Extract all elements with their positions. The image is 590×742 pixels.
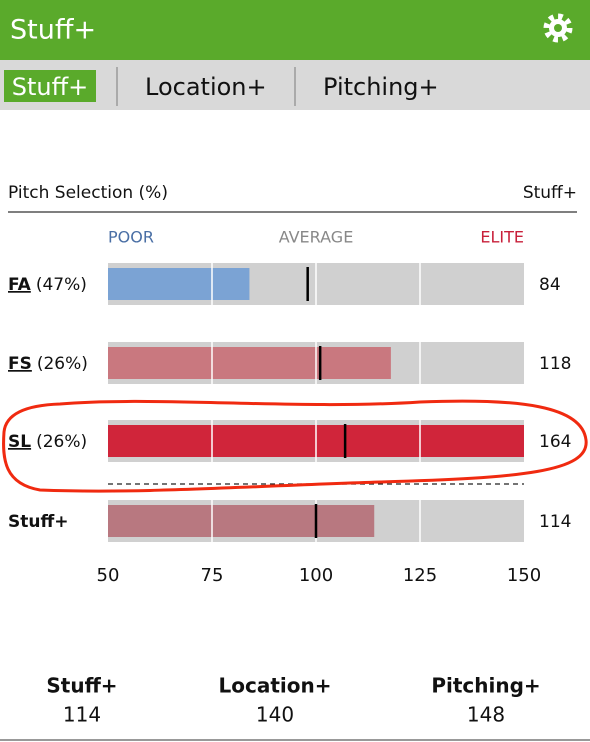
x-tick-label: 125	[403, 565, 437, 586]
tab[interactable]: Location+	[145, 73, 267, 101]
value-label: 84	[539, 275, 561, 295]
summary-label: Location+	[219, 674, 332, 698]
row-label: FA	[8, 275, 32, 295]
value-label: 118	[539, 354, 571, 374]
scale-label: ELITE	[480, 228, 524, 247]
usage-label: (47%)	[36, 275, 87, 295]
row-label: SL	[8, 432, 31, 452]
summary-value: 114	[63, 703, 101, 727]
x-tick-label: 75	[201, 565, 224, 586]
column-header: Stuff+	[523, 183, 577, 203]
x-tick-label: 50	[97, 565, 120, 586]
summary-label: Stuff+	[46, 674, 117, 698]
x-tick-label: 100	[299, 565, 333, 586]
value-label: 114	[539, 512, 571, 532]
usage-label: (26%)	[37, 354, 88, 374]
app-bar	[0, 0, 590, 60]
summary-value: 140	[256, 703, 294, 727]
highlight-annotation	[2, 399, 588, 493]
app-title: Stuff+	[10, 15, 96, 46]
tab[interactable]: Stuff+	[12, 73, 89, 101]
bar	[108, 268, 250, 300]
scale-label: AVERAGE	[279, 228, 354, 247]
usage-label: (26%)	[36, 432, 87, 452]
tab[interactable]: Pitching+	[323, 73, 439, 101]
settings-icon[interactable]	[543, 13, 573, 43]
value-label: 164	[539, 432, 571, 452]
bar	[108, 505, 375, 537]
tab-selected	[4, 70, 96, 102]
summary-value: 148	[467, 703, 505, 727]
row-label: Stuff+	[8, 512, 69, 532]
row-label: FS	[8, 354, 32, 374]
x-tick-label: 150	[507, 565, 541, 586]
column-header: Pitch Selection (%)	[8, 183, 168, 203]
bar	[108, 347, 391, 379]
summary-label: Pitching+	[431, 674, 540, 698]
scale-label: POOR	[108, 228, 154, 247]
